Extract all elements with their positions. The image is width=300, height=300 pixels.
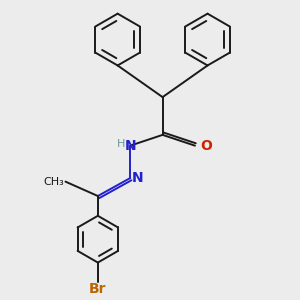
- Text: N: N: [132, 171, 144, 185]
- Text: Br: Br: [89, 282, 106, 296]
- Text: O: O: [200, 139, 212, 153]
- Text: H: H: [117, 139, 125, 149]
- Text: N: N: [124, 139, 136, 153]
- Text: CH₃: CH₃: [43, 177, 64, 187]
